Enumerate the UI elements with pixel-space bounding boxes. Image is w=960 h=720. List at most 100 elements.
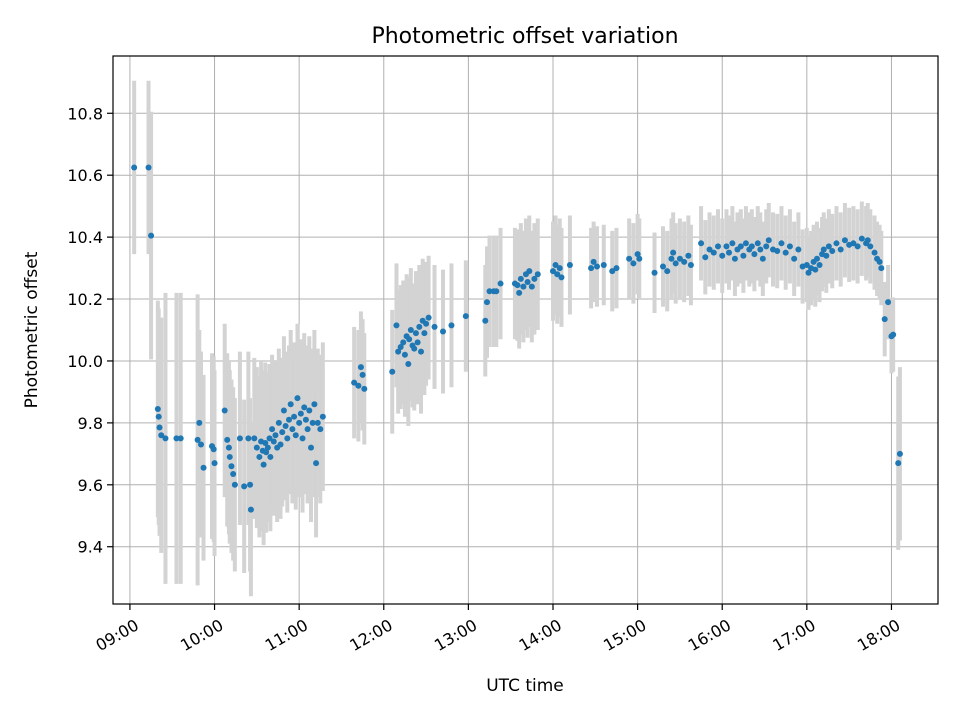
data-point	[414, 339, 421, 346]
data-point	[194, 436, 201, 443]
data-point	[782, 249, 789, 256]
data-point	[681, 258, 688, 265]
data-point	[751, 251, 758, 258]
data-point	[297, 410, 304, 417]
data-point	[881, 316, 888, 323]
data-point	[737, 243, 744, 250]
x-tick-label: 17:00	[769, 615, 818, 655]
data-point	[411, 345, 418, 352]
data-point	[154, 405, 161, 412]
x-tick-label: 11:00	[262, 615, 311, 655]
data-point	[400, 339, 407, 346]
data-point	[395, 348, 402, 355]
data-point	[670, 249, 677, 256]
data-point	[742, 240, 749, 247]
data-point	[864, 237, 871, 244]
data-point	[280, 407, 287, 414]
data-point	[289, 426, 296, 433]
data-point	[412, 330, 419, 337]
data-point	[558, 274, 565, 281]
data-point	[263, 449, 270, 456]
y-tick-label: 10.8	[67, 104, 103, 123]
x-tick-label: 09:00	[92, 615, 141, 655]
data-point	[269, 426, 276, 433]
y-tick-label: 9.4	[78, 538, 103, 557]
data-point	[156, 424, 163, 431]
data-point	[664, 268, 671, 275]
y-tick-label: 10.0	[67, 352, 103, 371]
data-point	[609, 268, 616, 275]
data-point	[660, 263, 666, 270]
x-axis-label: UTC time	[486, 676, 564, 696]
x-tick-label: 16:00	[685, 615, 734, 655]
data-point	[600, 261, 607, 268]
data-point	[291, 413, 298, 420]
data-point	[698, 240, 705, 247]
data-point	[423, 320, 430, 327]
data-point	[155, 413, 162, 420]
data-point	[685, 252, 692, 259]
data-point	[262, 440, 269, 447]
data-point	[397, 344, 404, 351]
plot-area-frame	[112, 55, 939, 605]
data-point	[493, 288, 500, 295]
data-point	[613, 265, 620, 272]
x-tick-label: 14:00	[516, 615, 565, 655]
data-point	[198, 441, 204, 448]
data-point	[590, 258, 597, 265]
data-point	[765, 237, 772, 244]
data-point	[876, 258, 883, 265]
data-point	[301, 404, 308, 411]
data-point	[221, 407, 228, 414]
data-point	[279, 429, 286, 436]
chart-title: Photometric offset variation	[371, 24, 678, 49]
data-point	[895, 460, 902, 467]
data-point	[162, 435, 169, 442]
data-point	[754, 240, 761, 247]
data-point	[729, 240, 736, 247]
data-point	[272, 432, 279, 439]
data-point	[814, 255, 820, 262]
data-point	[287, 401, 294, 408]
y-axis-label: Photometric offset	[22, 251, 42, 408]
data-point	[702, 254, 709, 261]
data-point	[829, 248, 836, 255]
data-point	[890, 331, 897, 338]
data-point	[314, 419, 321, 426]
data-point	[270, 438, 277, 445]
data-point	[158, 432, 165, 439]
x-tick-label: 13:00	[431, 615, 480, 655]
error-bars	[132, 80, 902, 597]
data-point	[309, 419, 316, 426]
data-point	[313, 460, 320, 467]
data-point	[431, 323, 438, 330]
data-point	[359, 371, 366, 378]
data-point	[676, 255, 683, 262]
data-point	[552, 261, 559, 268]
data-point	[531, 275, 538, 282]
data-point	[566, 261, 573, 268]
data-point	[514, 282, 521, 289]
data-point	[715, 243, 721, 250]
data-point	[311, 401, 318, 408]
data-point	[626, 255, 633, 262]
data-point	[719, 252, 726, 259]
data-point	[361, 385, 368, 392]
data-point	[588, 265, 595, 272]
data-point	[416, 323, 423, 330]
data-point	[226, 453, 233, 460]
data-point	[740, 252, 747, 259]
data-point	[308, 444, 314, 451]
data-point	[302, 416, 309, 423]
data-point	[393, 322, 400, 329]
data-point	[791, 255, 798, 262]
data-point	[277, 441, 284, 448]
data-point	[706, 246, 713, 253]
data-point	[294, 395, 301, 402]
data-point	[757, 246, 764, 253]
data-point	[634, 251, 641, 258]
data-point	[148, 232, 155, 239]
data-point	[710, 249, 717, 256]
data-point	[871, 249, 878, 256]
data-point	[282, 422, 289, 429]
